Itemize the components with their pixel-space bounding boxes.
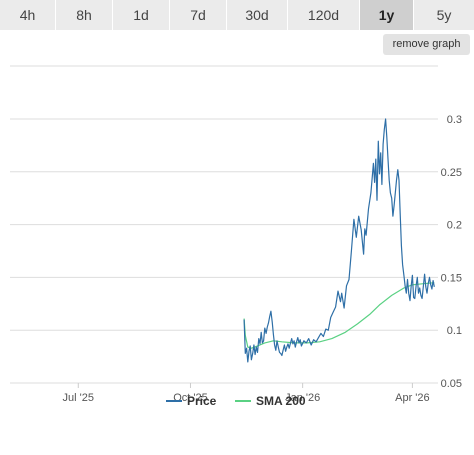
legend-sma-200-label: SMA 200 — [256, 394, 306, 408]
y-axis-ticks: 0.3 0.25 0.2 0.15 0.1 0.05 — [441, 114, 462, 390]
legend-price-label: Price — [187, 394, 217, 408]
y-tick-label: 0.15 — [441, 272, 462, 284]
x-tick-label: Apr '26 — [395, 392, 430, 404]
tab-8h[interactable]: 8h — [56, 0, 113, 30]
price-chart: 0.30.250.20.150.10.05 Jul '25 Oct '25 Jan … — [10, 65, 462, 408]
tab-1d[interactable]: 1d — [113, 0, 170, 30]
y-tick-label: 0.25 — [441, 167, 462, 179]
remove-graph-button[interactable]: remove graph — [383, 34, 470, 55]
grid-lines — [10, 65, 438, 384]
legend: Price SMA 200 — [166, 394, 306, 408]
tab-5y[interactable]: 5y — [414, 0, 474, 30]
y-tick-label: 0.05 — [441, 378, 462, 390]
x-tick-label: Jul '25 — [63, 392, 94, 404]
tab-1y[interactable]: 1y — [360, 0, 414, 30]
tab-120d[interactable]: 120d — [288, 0, 360, 30]
tab-7d[interactable]: 7d — [170, 0, 227, 30]
series-lines — [243, 118, 435, 363]
x-tick-label: Jan '26 — [285, 392, 320, 404]
y-tick-label: 0.2 — [447, 220, 462, 232]
x-axis-ticks: Jul '25 Oct '25 Jan '26 Apr '26 — [63, 383, 430, 404]
price-line — [243, 118, 435, 363]
tab-4h[interactable]: 4h — [0, 0, 56, 30]
y-tick-label: 0.1 — [447, 325, 462, 337]
y-tick-label: 0.3 — [447, 114, 462, 126]
tab-30d[interactable]: 30d — [227, 0, 288, 30]
time-range-tabs: 4h 8h 1d 7d 30d 120d 1y 5y — [0, 0, 474, 30]
